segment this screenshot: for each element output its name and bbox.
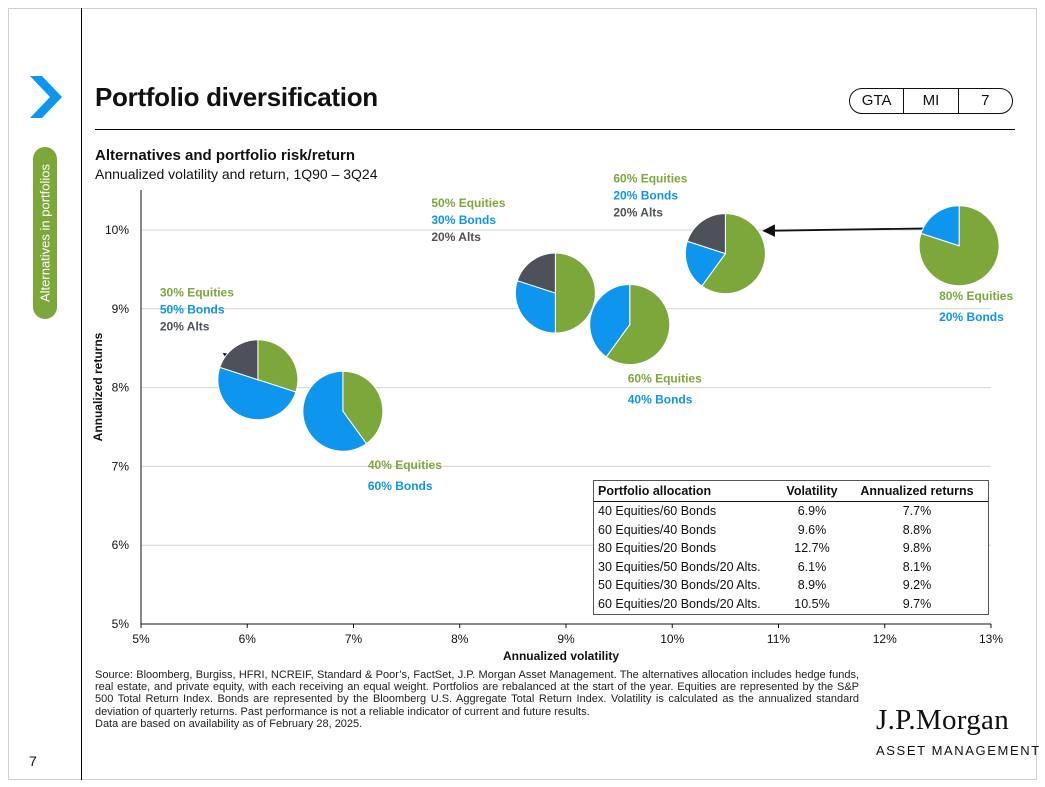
table-cell: 8.1% xyxy=(902,559,932,574)
pie-label: 20% Alts xyxy=(613,206,663,220)
table-cell: 80 Equities/20 Bonds xyxy=(598,541,717,556)
table-row: 40 Equities/60 Bonds 6.9% 7.7% xyxy=(594,502,988,521)
pie-slice xyxy=(257,339,299,393)
table-header-row: Portfolio allocation Volatility Annualiz… xyxy=(594,481,988,502)
x-tick-label: 12% xyxy=(873,632,897,646)
y-tick-label: 10% xyxy=(105,223,129,237)
pie-label: 30% Equities xyxy=(160,286,234,300)
table-row: 60 Equities/40 Bonds 9.6% 8.8% xyxy=(594,521,988,540)
x-tick-label: 10% xyxy=(660,632,684,646)
pie-label: 50% Equities xyxy=(431,196,505,210)
pie-slice xyxy=(302,370,368,452)
table-cell: 9.7% xyxy=(902,596,932,611)
table-header: Volatility xyxy=(786,484,838,498)
table-cell: 6.1% xyxy=(797,559,827,574)
pie-slice xyxy=(589,284,631,358)
pie-slice xyxy=(686,213,726,255)
tag-group: GTA MI 7 xyxy=(849,88,1013,114)
pie-label: 60% Equities xyxy=(628,372,702,386)
pie-slice xyxy=(342,370,384,445)
pie-label: 80% Equities xyxy=(939,289,1013,303)
pie-slice xyxy=(605,284,671,366)
title-divider xyxy=(95,129,1015,130)
trend-arrow xyxy=(762,224,928,237)
table-cell: 8.8% xyxy=(902,522,932,537)
y-tick-label: 6% xyxy=(112,538,130,552)
x-axis-label: Annualized volatility xyxy=(503,649,619,663)
pie-slice xyxy=(514,280,556,334)
x-tick-label: 7% xyxy=(345,632,363,646)
source-note: Source: Bloomberg, Burgiss, HFRI, NCREIF… xyxy=(95,669,859,730)
chart-subtitle: Annualized volatility and return, 1Q90 –… xyxy=(95,166,378,182)
tag-gta[interactable]: GTA xyxy=(861,92,892,109)
pie-label: 40% Equities xyxy=(368,458,442,472)
page-number: 7 xyxy=(29,753,37,769)
pie-label: 60% Bonds xyxy=(368,479,433,493)
table-header: Portfolio allocation xyxy=(598,484,712,498)
pie-slice xyxy=(684,240,727,287)
pie-label: 50% Bonds xyxy=(160,303,225,317)
table-cell: 30 Equities/50 Bonds/20 Alts. xyxy=(598,559,761,574)
chart-title: Alternatives and portfolio risk/return xyxy=(95,147,356,164)
pie-label: 60% Equities xyxy=(613,172,687,186)
y-tick-label: 5% xyxy=(112,617,130,631)
pie-label: 30% Bonds xyxy=(431,213,496,227)
data-note: Data are based on availability as of Feb… xyxy=(95,717,363,730)
pie-slice xyxy=(217,366,297,421)
x-tick-label: 9% xyxy=(557,632,575,646)
table-cell: 40 Equities/60 Bonds xyxy=(598,504,717,518)
pie-slice xyxy=(516,252,556,294)
source-text: Source: Bloomberg, Burgiss, HFRI, NCREIF… xyxy=(95,669,859,718)
allocation-table: Portfolio allocation Volatility Annualiz… xyxy=(593,480,989,615)
table-row: 60 Equities/20 Bonds/20 Alts. 10.5% 9.7% xyxy=(594,595,988,614)
y-tick-label: 9% xyxy=(112,302,130,316)
y-axis-label: Annualized returns xyxy=(91,332,105,441)
x-tick-label: 13% xyxy=(979,632,1003,646)
table-cell: 10.5% xyxy=(794,596,830,611)
table-cell: 9.6% xyxy=(797,522,827,537)
page-title: Portfolio diversification xyxy=(95,82,378,112)
table-cell: 9.8% xyxy=(902,541,932,556)
pie-label: 20% Alts xyxy=(431,230,481,244)
table-row: 80 Equities/20 Bonds 12.7% 9.8% xyxy=(594,539,988,558)
table-header: Annualized returns xyxy=(860,484,974,498)
table-row: 50 Equities/30 Bonds/20 Alts. 8.9% 9.2% xyxy=(594,576,988,595)
pie-slice xyxy=(219,339,259,381)
table-cell: 9.2% xyxy=(902,578,932,593)
table-cell: 60 Equities/20 Bonds/20 Alts. xyxy=(598,596,761,611)
tag-page[interactable]: 7 xyxy=(957,89,1012,113)
pie-label: 40% Bonds xyxy=(628,393,693,407)
pie-slice xyxy=(920,205,960,247)
table-cell: 50 Equities/30 Bonds/20 Alts. xyxy=(598,578,761,593)
x-tick-label: 11% xyxy=(767,632,790,646)
slide-frame xyxy=(8,8,1037,780)
table-cell: 6.9% xyxy=(797,504,827,518)
sidebar-divider xyxy=(81,8,82,780)
section-pill: Alternatives in portfolios xyxy=(33,147,57,319)
pie-slice xyxy=(701,213,766,295)
x-tick-label: 6% xyxy=(239,632,257,646)
x-tick-label: 8% xyxy=(451,632,469,646)
y-tick-label: 8% xyxy=(112,381,130,395)
asset-management-logo-text: ASSET MANAGEMENT xyxy=(876,743,1041,758)
table-cell: 60 Equities/40 Bonds xyxy=(598,522,717,537)
table-row: 30 Equities/50 Bonds/20 Alts. 6.1% 8.1% xyxy=(594,558,988,577)
jpmorgan-logo: J.P.Morgan xyxy=(876,704,1009,736)
table-cell: 12.7% xyxy=(794,541,830,556)
pie-label: 20% Bonds xyxy=(613,189,678,203)
pie-label: 20% Alts xyxy=(160,320,210,334)
pie-slice xyxy=(554,252,596,334)
chevron-right-icon xyxy=(30,76,62,118)
pie-label: 20% Bonds xyxy=(939,310,1004,324)
y-tick-label: 7% xyxy=(112,459,130,473)
table-cell: 8.9% xyxy=(797,578,827,593)
x-tick-label: 5% xyxy=(132,632,150,646)
tag-mi[interactable]: MI xyxy=(903,89,957,113)
table-cell: 7.7% xyxy=(902,504,932,518)
